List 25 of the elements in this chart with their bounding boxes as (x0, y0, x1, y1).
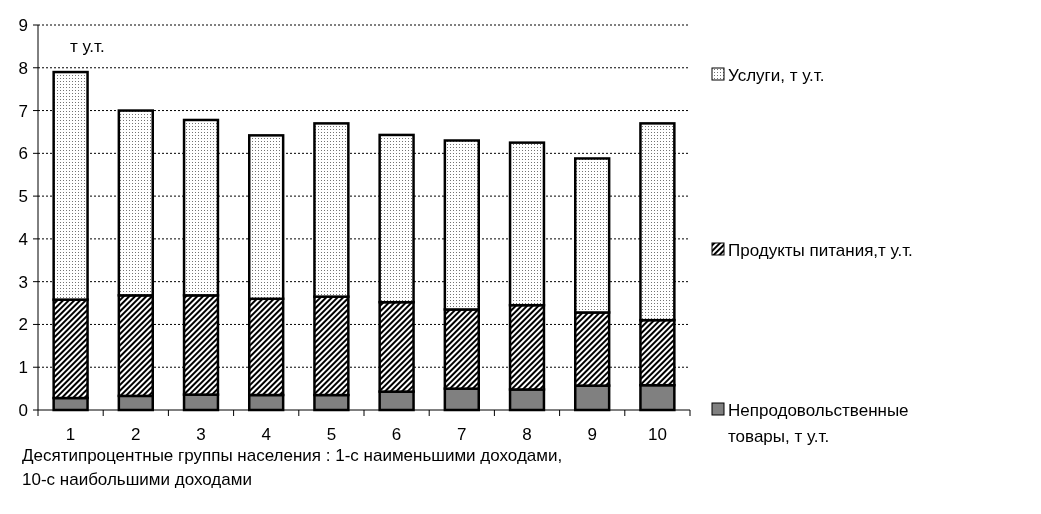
legend-label: Услуги, т у.т. (728, 65, 825, 85)
x-tick-label: 4 (261, 425, 271, 444)
y-tick-label: 6 (18, 144, 28, 164)
legend-label: Продукты питания,т у.т. (728, 240, 913, 260)
y-tick-label: 3 (18, 272, 28, 292)
y-tick-label: 5 (18, 187, 28, 207)
y-tick-label: 1 (18, 358, 28, 378)
x-tick-label: 9 (587, 425, 597, 444)
x-tick-label: 10 (647, 425, 667, 444)
x-tick-label: 8 (522, 425, 532, 444)
y-tick-label: 9 (18, 15, 28, 35)
annotation: т у.т. (70, 37, 105, 56)
x-tick-label: 2 (131, 425, 141, 444)
legend-label: Непродовольственные товары, т у.т. (728, 400, 909, 446)
y-tick-label: 7 (18, 101, 28, 121)
y-tick-label: 2 (18, 315, 28, 335)
y-tick-label: 4 (18, 229, 28, 249)
x-tick-label: 7 (457, 425, 467, 444)
x-tick-label: 3 (196, 425, 206, 444)
y-tick-label: 0 (18, 400, 28, 420)
x-tick-label: 5 (326, 425, 337, 444)
x-axis-title: Десятипроцентные группы населения : 1-с наименьшими доходами, 10-с наибольшими доходами (22, 446, 563, 489)
x-tick-label: 6 (391, 425, 402, 444)
x-tick-label: 1 (65, 425, 76, 444)
y-tick-label: 8 (18, 58, 28, 78)
